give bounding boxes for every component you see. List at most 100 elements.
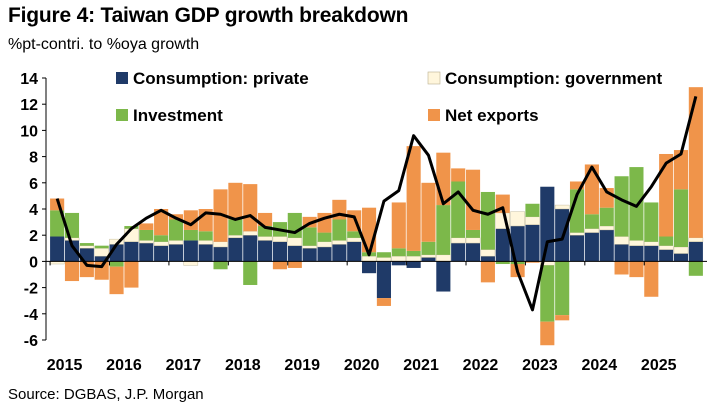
bar-consumption-government-2015Q2 (64, 237, 80, 241)
x-tick-label: 2016 (106, 357, 142, 374)
bar-net-exports-2018Q4 (272, 261, 287, 270)
y-tick-label: 8 (29, 150, 38, 167)
bar-investment-2022Q4 (510, 261, 525, 265)
bar-net-exports-2016Q2 (124, 261, 139, 288)
bar-consumption-private-2022Q1 (465, 243, 481, 262)
bar-consumption-government-2021Q1 (406, 255, 421, 262)
bar-investment-2019Q3 (317, 232, 332, 242)
x-tick-label: 2021 (403, 357, 439, 374)
bar-consumption-private-2019Q4 (332, 244, 347, 262)
bar-net-exports-2025Q1 (644, 261, 659, 297)
source-note: Source: DGBAS, J.P. Morgan (8, 386, 204, 403)
bar-investment-2024Q2 (599, 207, 614, 227)
bar-consumption-private-2024Q4 (629, 245, 644, 262)
bar-net-exports-2023Q3 (555, 315, 570, 321)
bar-consumption-government-2020Q4 (391, 255, 407, 262)
bar-consumption-government-2018Q2 (242, 231, 258, 236)
bar-consumption-government-2023Q3 (554, 204, 570, 210)
bar-consumption-private-2025Q4 (688, 241, 703, 262)
legend-label-investment: Investment (133, 106, 223, 125)
bar-net-exports-2019Q1 (287, 261, 302, 268)
bar-consumption-private-2017Q1 (168, 244, 184, 262)
bar-net-exports-2020Q3 (376, 298, 391, 306)
bar-consumption-government-2018Q4 (272, 236, 288, 242)
bar-consumption-government-2017Q4 (213, 241, 228, 248)
bar-consumption-government-2022Q4 (510, 211, 525, 227)
bar-consumption-government-2015Q4 (94, 248, 109, 257)
bar-investment-2018Q2 (243, 261, 258, 285)
bar-consumption-government-2017Q1 (168, 240, 184, 245)
bar-consumption-government-2022Q2 (480, 249, 496, 257)
bar-consumption-private-2024Q1 (584, 232, 599, 262)
bar-consumption-private-2016Q4 (154, 245, 169, 262)
y-tick-label: -2 (24, 281, 38, 298)
bar-consumption-government-2025Q1 (644, 241, 659, 246)
bar-consumption-government-2025Q3 (673, 246, 689, 254)
x-tick-label: 2017 (166, 357, 202, 374)
bar-net-exports-2024Q4 (629, 261, 644, 278)
gdp-growth-line (55, 95, 698, 312)
bar-investment-2017Q4 (213, 261, 228, 270)
legend-swatch-net-exports (428, 109, 440, 121)
bar-consumption-government-2019Q4 (332, 240, 347, 245)
bar-investment-2025Q1 (644, 202, 659, 242)
bar-consumption-private-2021Q1 (406, 261, 421, 268)
bar-consumption-government-2023Q4 (569, 232, 585, 236)
bar-net-exports-2016Q4 (154, 209, 169, 236)
bar-consumption-government-2025Q2 (658, 245, 674, 250)
x-tick-label: 2015 (47, 357, 83, 374)
bar-consumption-private-2018Q3 (258, 240, 273, 262)
bar-net-exports-2018Q1 (228, 182, 243, 220)
bar-investment-2016Q1 (109, 261, 124, 267)
bar-investment-2016Q3 (139, 229, 154, 241)
bar-consumption-government-2020Q1 (346, 237, 362, 242)
bar-net-exports-2018Q2 (243, 184, 258, 232)
bar-consumption-private-2020Q4 (391, 261, 406, 266)
bar-consumption-private-2018Q2 (243, 235, 258, 262)
bar-consumption-private-2017Q4 (213, 246, 228, 262)
bar-consumption-government-2025Q4 (688, 237, 704, 242)
bar-investment-2025Q2 (659, 236, 674, 246)
bar-net-exports-2023Q1 (525, 261, 540, 263)
bar-investment-2021Q2 (421, 241, 436, 255)
y-tick-label: -6 (24, 333, 38, 350)
bar-consumption-private-2025Q2 (659, 249, 674, 262)
bar-investment-2017Q1 (168, 219, 184, 241)
x-tick-label: 2020 (344, 357, 380, 374)
bar-consumption-government-2020Q3 (376, 257, 392, 262)
y-tick-label: 0 (29, 254, 38, 271)
bar-investment-2015Q4 (94, 245, 109, 249)
bar-consumption-government-2024Q1 (584, 228, 600, 233)
bar-investment-2021Q3 (436, 205, 451, 255)
bar-investment-2018Q1 (228, 219, 243, 236)
x-tick-label: 2023 (522, 357, 558, 374)
bar-consumption-government-2016Q3 (139, 240, 154, 244)
x-tick-label: 2025 (641, 357, 677, 374)
bar-investment-2019Q4 (332, 219, 347, 241)
bar-investment-2020Q1 (347, 231, 362, 238)
bar-net-exports-2020Q4 (391, 202, 406, 249)
bar-investment-2017Q2 (183, 229, 198, 241)
bar-investment-2023Q4 (569, 189, 585, 233)
bar-consumption-private-2023Q1 (525, 224, 540, 262)
x-tick-label: 2019 (284, 357, 320, 374)
bar-investment-2024Q3 (614, 176, 629, 237)
bar-consumption-private-2015Q2 (64, 240, 80, 262)
bar-consumption-government-2021Q2 (421, 254, 436, 258)
bar-consumption-private-2022Q2 (480, 256, 495, 262)
chart-subtitle: %pt-contri. to %oya growth (8, 36, 200, 53)
bar-investment-2023Q3 (555, 261, 570, 316)
x-tick-label: 2018 (225, 357, 261, 374)
bar-consumption-private-2020Q1 (347, 241, 362, 262)
bar-net-exports-2021Q2 (421, 182, 436, 242)
bar-net-exports-2016Q3 (139, 223, 154, 230)
bar-investment-2020Q3 (376, 252, 391, 258)
legend-swatch-consumption-private (116, 72, 128, 84)
chart-title: Figure 4: Taiwan GDP growth breakdown (8, 4, 409, 27)
bar-consumption-private-2016Q2 (124, 241, 139, 262)
bar-consumption-private-2018Q1 (228, 237, 243, 262)
bar-consumption-government-2021Q3 (436, 254, 451, 262)
bar-consumption-private-2021Q2 (421, 257, 436, 262)
bar-consumption-private-2018Q4 (272, 241, 287, 262)
